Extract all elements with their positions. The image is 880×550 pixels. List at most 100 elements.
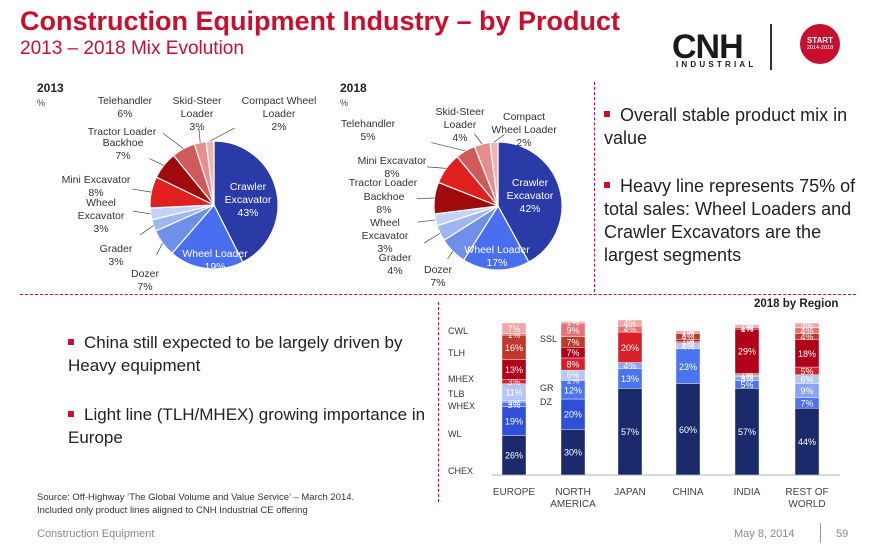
- bar-segment-label: 26%: [505, 451, 523, 461]
- bar-segment-label: 5%: [740, 380, 753, 390]
- region-chart-title: 2018 by Region: [754, 298, 839, 310]
- bar-segment-label: 4%: [623, 319, 636, 329]
- pie-label-dozer: Dozer 7%: [131, 268, 160, 293]
- bar-segment-label: 3%: [800, 321, 813, 331]
- bar-segment-label: 4%: [623, 325, 636, 335]
- bar-segment-label: 1%: [681, 328, 694, 338]
- pie-label-telehandler: Telehandler 5%: [341, 118, 396, 143]
- series-legend-whex: WHEX: [448, 401, 475, 411]
- cnh-logo: CNH: [672, 28, 744, 66]
- bar-europe-tlh: [501, 334, 527, 360]
- bar-segment-label: 19%: [505, 417, 523, 427]
- series-legend-wl: WL: [448, 429, 462, 439]
- pie-label-skid_steer: Skid-Steer Loader 3%: [172, 95, 222, 133]
- bar-segment-label: 9%: [566, 325, 579, 335]
- pie-2013-year: 2013: [37, 81, 64, 95]
- pie-leader-grader: [140, 225, 154, 236]
- pie-slice-crawler: [497, 141, 563, 263]
- bar-segment-label: 30%: [564, 448, 582, 458]
- bar-segment-label: 20%: [564, 410, 582, 420]
- pie-label-wheel_loader: Wheel Loader 19%: [182, 248, 248, 273]
- source-line-1: Source: Off-Highway ‘The Global Volume a…: [37, 492, 355, 503]
- pie-leader-dozer: [447, 251, 454, 260]
- pie-label-mini_excavator: Mini Excavator 8%: [62, 174, 131, 199]
- bullet-square-icon: [604, 111, 610, 118]
- footer-divider: [820, 523, 821, 543]
- bar-segment-label: 3%: [740, 374, 753, 384]
- pie-leader-mini_excavator: [131, 188, 152, 193]
- page-subtitle: 2013 – 2018 Mix Evolution: [20, 38, 244, 59]
- bar-north-america-wl: [560, 398, 586, 430]
- bar-segment-label: 1%: [507, 397, 520, 407]
- category-label-1: NORTH AMERICA: [550, 487, 596, 510]
- region-bar-chart: 26%19%3%1%11%3%13%16%1%7%EUROPE30%20%12%…: [448, 318, 840, 510]
- series-legend-mhex: MHEX: [448, 374, 474, 384]
- pie-leader-wheel_excavator: [417, 219, 436, 223]
- bar-segment-label: 4%: [800, 332, 813, 342]
- pie-leader-telehandler: [431, 142, 466, 152]
- pie-slice-crawler: [213, 140, 279, 263]
- bar-segment-label: 3%: [507, 377, 520, 387]
- pie-label-wheel_excavator: Wheel Excavator 3%: [362, 217, 409, 255]
- pie-leader-wheel_excavator: [133, 210, 151, 215]
- pie-2018: Crawler Excavator 42% Wheel Loader 17% Dozer 7…: [341, 106, 563, 289]
- bar-segment-label: 12%: [564, 385, 582, 395]
- category-label-0: EUROPE: [493, 487, 536, 498]
- bar-segment-label: 20%: [621, 343, 639, 353]
- horizontal-divider: [20, 294, 856, 295]
- left-bullet-1: China still expected to be largely drive…: [68, 331, 428, 377]
- bar-segment-label: 6%: [800, 375, 813, 385]
- pie-2013-unit: %: [37, 98, 46, 108]
- bullet-square-icon: [604, 182, 610, 189]
- pie-label-crawler: Crawler Excavator 43%: [225, 181, 272, 219]
- bar-segment-label: 23%: [679, 362, 697, 372]
- pie-slice-wheel_loader: [171, 203, 244, 270]
- series-legend-tlb: TLB: [448, 389, 465, 399]
- bar-europe-wl: [501, 406, 527, 436]
- series-legend-tlh: TLH: [448, 348, 465, 358]
- left-bullet-2-text: Light line (TLH/MHEX) growing importance…: [68, 405, 426, 447]
- pie-label-backhoe: Backhoe 7%: [103, 137, 144, 162]
- bar-segment-label: 60%: [679, 425, 697, 435]
- bar-segment-label: 1%: [566, 376, 579, 386]
- bar-segment-label: 9%: [800, 386, 813, 396]
- page-number: 59: [836, 528, 849, 540]
- pie-label-dozer: Dozer 7%: [424, 264, 453, 289]
- category-label-3: CHINA: [672, 487, 703, 498]
- bar-segment-label: 44%: [798, 437, 816, 447]
- right-bullet-1-text: Overall stable product mix in value: [604, 105, 848, 148]
- cnh-logo-subtext: INDUSTRIAL: [676, 60, 757, 69]
- bar-china-cwl: [675, 330, 701, 333]
- bottom-vertical-divider: [438, 302, 439, 502]
- bar-segment-label: 7%: [566, 348, 579, 358]
- bar-segment-label: 4%: [681, 332, 694, 342]
- page-title: Construction Equipment Industry – by Pro…: [20, 6, 621, 36]
- bar-segment-label: 6%: [566, 370, 579, 380]
- bullet-square-icon: [68, 338, 74, 345]
- bar-segment-label: 1%: [681, 336, 694, 346]
- series-legend-cwl: CWL: [448, 326, 468, 336]
- bar-segment-label: 4%: [681, 341, 694, 351]
- series-legend-chex: CHEX: [448, 466, 473, 476]
- pie-charts: Crawler Excavator 43% Wheel Loader 19% Dozer 7…: [62, 95, 563, 293]
- source-note: Source: Off-Highway ‘The Global Volume a…: [37, 491, 354, 517]
- pie-2013: Crawler Excavator 43% Wheel Loader 19% Dozer 7…: [62, 95, 317, 293]
- right-bullet-1: Overall stable product mix in value: [604, 104, 856, 150]
- category-label-4: INDIA: [734, 487, 761, 498]
- pie-leader-compact_wheel_loader: [493, 134, 505, 143]
- bar-segment-label: 7%: [800, 398, 813, 408]
- pie-leader-mini_excavator: [427, 166, 447, 169]
- badge-line1: START: [806, 36, 834, 45]
- pie-leader-telehandler: [162, 132, 184, 150]
- source-line-2: Included only product lines aligned to C…: [37, 505, 308, 516]
- pie-leader-dozer: [156, 242, 163, 256]
- badge-line2: 2014-2018: [806, 45, 834, 51]
- bar-rest-of-world-chex: [794, 407, 820, 476]
- logo-divider: [770, 24, 772, 70]
- pie-2018-unit: %: [340, 98, 349, 108]
- bar-segment-label: 13%: [505, 365, 523, 375]
- pie-label-telehandler: Telehandler 6%: [98, 95, 153, 120]
- pie-label-grader: Grader 3%: [100, 243, 133, 268]
- bar-segment-label: 11%: [505, 388, 522, 398]
- right-bullet-2: Heavy line represents 75% of total sales…: [604, 175, 856, 267]
